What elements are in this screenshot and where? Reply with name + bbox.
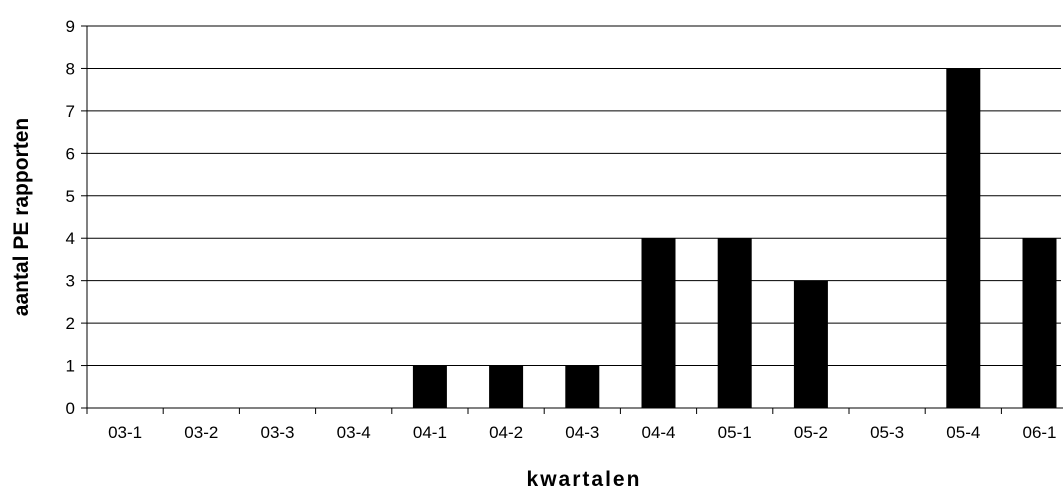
x-tick-label: 06-1 (1022, 423, 1056, 442)
y-tick-label: 4 (66, 229, 75, 248)
y-tick-label: 7 (66, 102, 75, 121)
bars (412, 68, 1057, 408)
x-tick-label: 04-2 (489, 423, 523, 442)
bar-05-4 (946, 68, 981, 408)
bar-04-2 (489, 365, 524, 408)
bar-04-3 (565, 365, 600, 408)
x-tick-label: 05-4 (946, 423, 980, 442)
x-axis-label: kwartalen (527, 468, 642, 491)
x-tick-label: 05-1 (718, 423, 752, 442)
x-tick-label: 05-3 (870, 423, 904, 442)
y-axis-label: aantal PE rapporten (10, 118, 33, 316)
y-tick-label: 5 (66, 187, 75, 206)
gridlines (87, 25, 1061, 367)
y-tick-label: 2 (66, 314, 75, 333)
y-tick-label: 0 (66, 399, 75, 418)
y-tick-label: 3 (66, 272, 75, 291)
bar-06-1 (1022, 238, 1057, 408)
bar-04-1 (412, 365, 447, 408)
bar-05-1 (717, 238, 752, 408)
y-tick-label: 8 (66, 59, 75, 78)
x-tick-label: 03-1 (108, 423, 142, 442)
x-tick-label: 03-2 (184, 423, 218, 442)
x-tick-label: 04-4 (641, 423, 675, 442)
y-tick-label: 1 (66, 357, 75, 376)
x-tick-label: 05-2 (794, 423, 828, 442)
x-tick-labels: 03-1 03-2 03-3 03-4 04-1 04-2 04-3 04-4 05-1 05-2… (108, 423, 1056, 442)
x-tick-label: 04-1 (413, 423, 447, 442)
y-tick-labels: 0 1 2 3 4 5 6 7 8 9 (66, 17, 75, 418)
y-tick-label: 6 (66, 144, 75, 163)
x-tick-label: 03-3 (260, 423, 294, 442)
bar-04-4 (641, 238, 676, 408)
x-tick-label: 04-3 (565, 423, 599, 442)
y-tick-label: 9 (66, 17, 75, 36)
bar-05-2 (793, 280, 828, 408)
axes (81, 25, 1063, 414)
x-tick-label: 03-4 (337, 423, 371, 442)
